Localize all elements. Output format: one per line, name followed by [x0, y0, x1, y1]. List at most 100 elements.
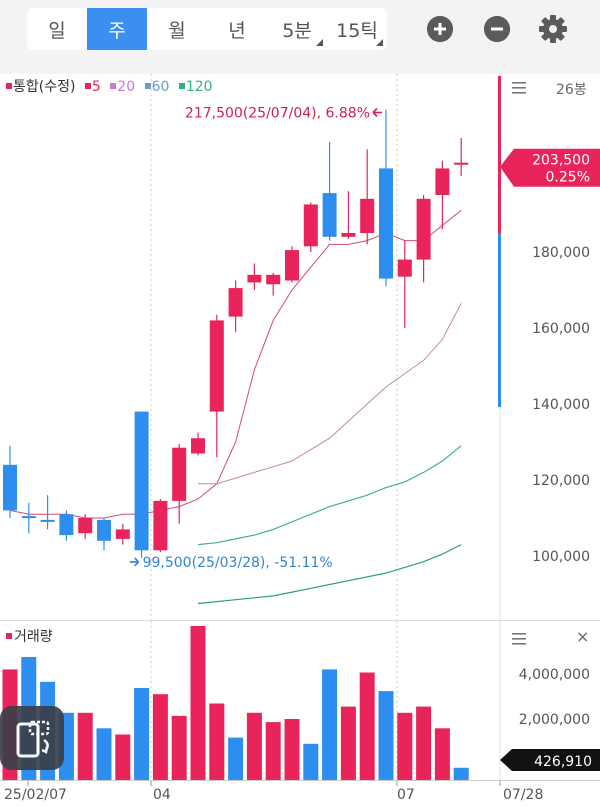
period-tab-5[interactable]: 15틱 — [327, 8, 387, 50]
legend-ma20-marker — [110, 83, 117, 89]
candle — [454, 138, 469, 176]
volume-marker — [6, 633, 12, 639]
volume-bar — [134, 688, 150, 781]
volume-title: 거래량 — [6, 626, 53, 646]
period-tab-label: 5분 — [282, 19, 312, 42]
price-tick-label: 160,000 — [532, 321, 590, 337]
dropdown-corner-icon — [376, 39, 383, 46]
candle-body — [172, 447, 187, 501]
ma-60-line — [197, 445, 462, 546]
candle-body — [134, 411, 149, 551]
volume-bar — [434, 728, 450, 781]
candle-body — [360, 198, 375, 233]
volume-bar — [284, 719, 300, 781]
period-tab-label: 15틱 — [336, 19, 378, 42]
legend-ma120-marker — [178, 83, 185, 89]
candle — [3, 445, 17, 518]
settings-button[interactable] — [538, 14, 568, 44]
price-chart-panel[interactable]: 100,000 120,000 140,000 160,000 180,000 217,5… — [0, 74, 600, 620]
candle-body — [379, 168, 393, 279]
candle — [341, 191, 356, 239]
candle-body — [228, 288, 243, 317]
legend-ma60-marker — [144, 83, 151, 89]
candle-body — [247, 274, 262, 283]
volume-bar — [322, 669, 338, 781]
volume-menu-icon[interactable] — [512, 633, 526, 645]
candle — [397, 240, 412, 328]
volume-bar — [77, 712, 93, 781]
volume-bar — [228, 737, 244, 781]
period-tab-1[interactable]: 주 — [87, 8, 147, 50]
candle — [266, 272, 281, 296]
max-arrow-icon — [372, 107, 382, 118]
current-volume: 426,910 — [534, 754, 592, 770]
candle — [209, 314, 224, 458]
period-tab-0[interactable]: 일 — [27, 8, 87, 50]
plus-circle-icon — [427, 16, 453, 42]
candle — [78, 514, 93, 539]
min-arrow-icon — [129, 557, 140, 567]
zoom-in-button[interactable] — [427, 16, 453, 42]
volume-bar — [96, 728, 112, 781]
candle-body — [40, 519, 55, 522]
candle-body — [78, 518, 93, 534]
volume-bar — [190, 626, 206, 781]
period-tab-3[interactable]: 년 — [207, 8, 267, 50]
candle-body — [59, 514, 74, 536]
minus-circle-icon — [484, 16, 510, 42]
volume-bar — [378, 691, 394, 781]
candle — [191, 432, 205, 456]
candle-body — [341, 233, 356, 237]
candle — [40, 495, 55, 530]
current-price: 203,500 — [532, 153, 590, 169]
candle — [172, 443, 187, 524]
price-tick-label: 180,000 — [532, 245, 590, 261]
candle — [228, 280, 243, 332]
volume-tick-label: 4,000,000 — [519, 667, 590, 683]
volume-bar — [152, 694, 168, 781]
candle — [153, 499, 168, 553]
x-axis: 25/02/07 04 07 07/28 — [0, 780, 600, 806]
candle — [322, 141, 337, 241]
price-tick-label: 120,000 — [532, 473, 590, 489]
chart-menu-icon[interactable] — [512, 82, 526, 94]
volume-close-button[interactable]: × — [576, 627, 590, 646]
ma-5-line — [9, 209, 462, 519]
min-price-annotation: 99,500(25/03/28), -51.11% — [143, 555, 333, 571]
candle-body — [153, 500, 168, 551]
candle-body — [115, 529, 130, 539]
candle-body — [191, 438, 205, 454]
gear-icon — [539, 15, 567, 43]
candle — [59, 510, 74, 541]
price-tick-label: 140,000 — [532, 397, 590, 413]
price-range-bar-up — [498, 76, 501, 233]
period-tab-label: 월 — [168, 19, 186, 42]
period-tab-label: 일 — [48, 19, 66, 42]
period-tab-4[interactable]: 5분 — [267, 8, 327, 50]
volume-title-text: 거래량 — [14, 629, 53, 645]
volume-bar — [209, 703, 225, 781]
volume-bar — [359, 672, 375, 781]
x-axis-labels: 25/02/07 04 07 07/28 — [4, 781, 543, 803]
candle-body — [303, 204, 318, 247]
rotate-icon — [16, 720, 50, 758]
volume-bar — [303, 743, 319, 781]
dropdown-corner-icon — [316, 39, 323, 46]
volume-bar — [115, 734, 131, 781]
volume-chart-panel[interactable]: 2,000,000 4,000,000 426,910 거래량 × — [0, 620, 600, 781]
current-price-tag — [500, 148, 600, 187]
price-chart[interactable]: 100,000 120,000 140,000 160,000 180,000 217,5… — [0, 74, 600, 620]
zoom-out-button[interactable] — [484, 16, 510, 42]
ma-20-line — [198, 303, 462, 485]
current-change: 0.25% — [546, 170, 590, 186]
candle-body — [21, 516, 36, 519]
current-volume-tag — [500, 749, 600, 771]
volume-bar — [416, 706, 432, 781]
candle — [21, 502, 36, 534]
volume-chart[interactable]: 2,000,000 4,000,000 426,910 — [0, 621, 600, 781]
candle — [379, 109, 393, 287]
period-tab-2[interactable]: 월 — [147, 8, 207, 50]
candle-body — [322, 193, 337, 237]
candle — [247, 263, 262, 290]
rotate-screen-button[interactable] — [0, 706, 64, 770]
